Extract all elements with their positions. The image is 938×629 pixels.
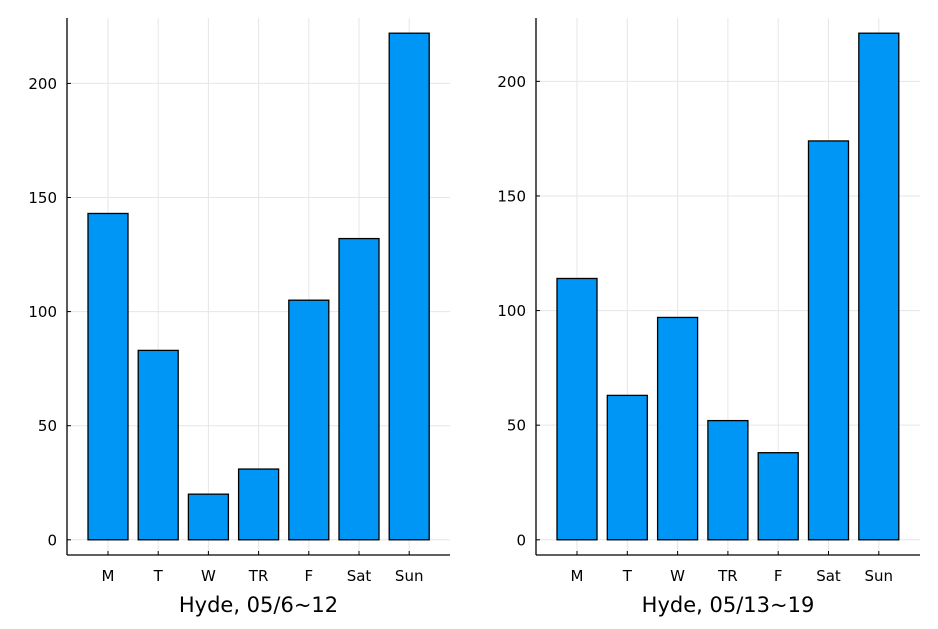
x-axis-title: Hyde, 05/13~19 xyxy=(642,593,815,617)
y-tick-label: 150 xyxy=(497,187,526,205)
x-tick-label-f: F xyxy=(774,567,783,585)
x-tick-label-tr: TR xyxy=(248,567,269,585)
x-tick-label-sun: Sun xyxy=(395,567,424,585)
chart-panel-1: 0 50 100 150 200 M T W TR F Sat Sun Hyde, 05/6~12 xyxy=(28,18,450,617)
y-tick-label: 0 xyxy=(47,531,57,549)
x-tick-label-tr: TR xyxy=(717,567,738,585)
bar-tr xyxy=(237,468,280,541)
bar-tr xyxy=(707,419,749,541)
y-tick-label: 100 xyxy=(28,303,57,321)
bar-w xyxy=(656,316,699,541)
y-tick-label: 50 xyxy=(507,417,526,435)
bar-sat xyxy=(338,237,380,541)
y-tick-label: 50 xyxy=(38,417,57,435)
x-tick-label-sat: Sat xyxy=(816,567,841,585)
x-tick-label-t: T xyxy=(153,567,164,585)
x-tick-label-w: W xyxy=(670,567,685,585)
y-tick-label: 200 xyxy=(28,75,57,93)
x-axis-title: Hyde, 05/6~12 xyxy=(179,593,338,617)
bar-t xyxy=(137,349,179,541)
bar-m xyxy=(556,277,598,541)
bar-f xyxy=(288,299,330,541)
bar-t xyxy=(606,394,648,541)
bar-sun xyxy=(388,32,430,541)
y-tick-label: 100 xyxy=(497,302,526,320)
x-tick-label-sat: Sat xyxy=(347,567,372,585)
x-tick-label-f: F xyxy=(304,567,313,585)
chart-panel-2: 0 50 100 150 200 M T W TR F Sat Sun Hyde, 05/13~19 xyxy=(497,18,920,617)
y-tick-label: 150 xyxy=(28,189,57,207)
bar-m xyxy=(87,212,129,541)
x-tick-label-sun: Sun xyxy=(865,567,894,585)
bar-w xyxy=(187,493,230,541)
bar-f xyxy=(757,452,799,541)
x-tick-label-m: M xyxy=(102,567,115,585)
x-tick-label-t: T xyxy=(622,567,633,585)
bar-sun xyxy=(858,32,900,541)
x-tick-label-w: W xyxy=(201,567,216,585)
y-tick-label: 0 xyxy=(516,531,526,549)
x-tick-label-m: M xyxy=(571,567,584,585)
y-tick-label: 200 xyxy=(497,73,526,91)
bar-sat xyxy=(807,140,850,541)
